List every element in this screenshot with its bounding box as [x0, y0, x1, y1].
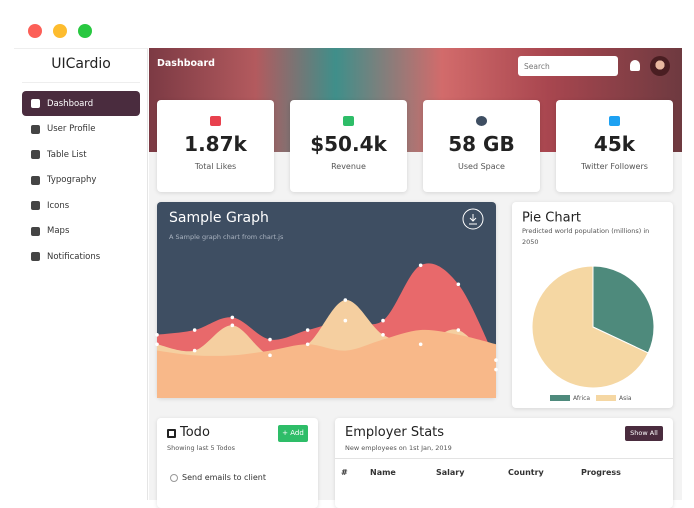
legend-label: Asia [619, 395, 632, 402]
data-point [494, 358, 498, 362]
todo-checkbox[interactable] [170, 474, 178, 482]
menu-label: Typography [47, 175, 97, 185]
data-point [343, 298, 348, 302]
show-all-button[interactable]: Show All [625, 426, 663, 441]
menu-label: Notifications [47, 251, 101, 262]
window-minimize[interactable] [53, 24, 67, 38]
data-point [418, 263, 423, 268]
data-point [456, 328, 461, 332]
data-point [268, 337, 272, 342]
download-button[interactable] [462, 208, 484, 230]
data-point [343, 318, 348, 323]
employer-card [335, 418, 673, 508]
menu-icon [31, 150, 40, 159]
legend-swatch [550, 395, 570, 401]
menu-icon [31, 201, 40, 210]
stat-icon [343, 116, 354, 126]
avatar[interactable] [650, 56, 670, 76]
stat-label: Used Space [458, 162, 505, 171]
data-point [155, 342, 159, 347]
menu-icon [31, 252, 40, 261]
table-header: # [341, 468, 348, 477]
data-point [381, 318, 385, 323]
menu-icon [31, 99, 40, 108]
notification-bell[interactable] [630, 60, 640, 71]
data-point [418, 342, 423, 347]
stat-card: 45k Twitter Followers [556, 100, 673, 192]
data-point [230, 323, 235, 328]
stat-icon [609, 116, 620, 126]
add-button[interactable]: + Add [278, 425, 308, 442]
menu-label: User Profile [47, 124, 96, 134]
data-point [192, 348, 197, 353]
graph-title: Sample Graph [169, 210, 269, 226]
pie-title: Pie Chart [522, 211, 581, 226]
divider [22, 82, 140, 83]
menu-item[interactable]: Typography [22, 168, 140, 193]
window-close[interactable] [28, 24, 42, 38]
table-header: Progress [581, 468, 621, 477]
menu-item[interactable]: Dashboard [22, 91, 140, 116]
menu-label: Maps [47, 226, 70, 236]
stat-card: $50.4k Revenue [290, 100, 407, 192]
data-point [381, 333, 385, 337]
todo-title: Todo [180, 425, 210, 440]
stat-card: 1.87k Total Likes [157, 100, 274, 192]
table-rule [335, 458, 673, 459]
menu-item[interactable]: Icons [22, 193, 140, 218]
brand: UICardio [51, 56, 111, 72]
menu-item[interactable]: Notifications [22, 244, 140, 269]
stat-icon [210, 116, 221, 126]
employer-subtitle: New employees on 1st Jan, 2019 [345, 444, 452, 452]
data-point [305, 342, 310, 347]
menu-item[interactable]: User Profile [22, 117, 140, 142]
menu-label: Icons [47, 200, 70, 211]
pie-slice [531, 265, 649, 389]
data-point [305, 328, 310, 332]
stat-value: 45k [593, 132, 636, 156]
sidebar [14, 48, 148, 500]
page-title: Dashboard [157, 58, 215, 69]
stat-card: 58 GB Used Space [423, 100, 540, 192]
data-point [268, 353, 272, 358]
menu-item[interactable]: Table List [22, 142, 140, 167]
menu-icon [31, 226, 40, 236]
download-icon [469, 214, 477, 225]
menu-icon [31, 124, 40, 134]
pie-subtitle-wrap: Predicted world population (millions) in… [522, 227, 650, 246]
data-point [155, 333, 159, 337]
todo-subtitle: Showing last 5 Todos [167, 444, 235, 452]
stat-value: 1.87k [184, 132, 247, 156]
menu-label: Dashboard [47, 98, 94, 109]
search-input[interactable]: Search [518, 56, 618, 76]
stat-value: 58 GB [448, 132, 515, 156]
table-header: Country [508, 468, 544, 477]
area [157, 329, 496, 398]
stat-label: Revenue [331, 162, 366, 171]
stat-value: $50.4k [310, 132, 387, 156]
data-point [456, 282, 461, 287]
graph-subtitle: A Sample graph chart from chart.js [169, 233, 284, 241]
legend-label: Africa [573, 395, 590, 402]
pie-slice [592, 265, 655, 354]
table-header: Salary [436, 468, 465, 477]
data-point [494, 367, 498, 372]
employer-title: Employer Stats [345, 425, 445, 440]
stat-label: Total Likes [194, 162, 237, 171]
legend-swatch [596, 395, 616, 401]
menu-icon [31, 175, 40, 185]
pie-subtitle: Predicted world population (millions) in… [522, 227, 650, 246]
stat-icon [476, 116, 487, 126]
stat-label: Twitter Followers [581, 162, 648, 171]
menu-label: Table List [47, 149, 87, 160]
table-header: Name [370, 468, 396, 477]
data-point [192, 328, 197, 332]
calendar-icon [167, 429, 176, 438]
window-maximize[interactable] [78, 24, 92, 38]
todo-item: Send emails to client [182, 473, 267, 482]
data-point [230, 315, 235, 320]
menu-item[interactable]: Maps [22, 219, 140, 244]
